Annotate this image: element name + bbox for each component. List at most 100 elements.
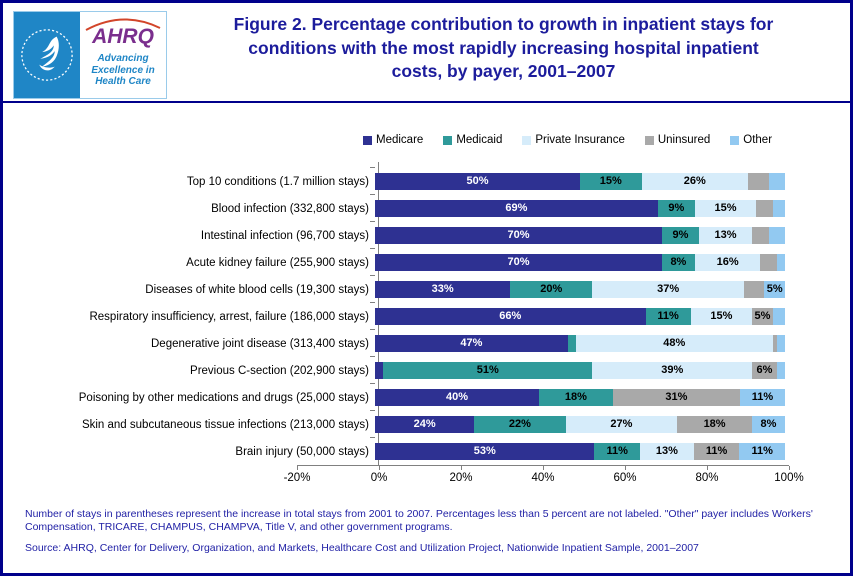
legend-item: Uninsured <box>644 134 710 146</box>
bar-segment: 69% <box>375 200 658 217</box>
bar-segment <box>768 227 785 244</box>
x-axis-tick-label: -20% <box>283 472 311 484</box>
segment-value-label: 8% <box>760 418 777 430</box>
bar-track: 50% 15% 26% <box>370 167 785 190</box>
segment-value-label: 26% <box>683 175 706 187</box>
segment-value-label: 24% <box>413 418 436 430</box>
segment-value-label: 9% <box>668 202 685 214</box>
bar-segment: 51% <box>383 362 593 379</box>
segment-value-label: 50% <box>466 175 489 187</box>
bar-segment: 47% <box>375 335 568 352</box>
bar-segment <box>748 173 769 190</box>
ahrq-logo: AHRQ Advancing Excellence in Health Care <box>13 11 167 99</box>
segment-value-label: 51% <box>476 364 499 376</box>
segment-value-label: 20% <box>540 283 563 295</box>
x-axis-tick <box>297 466 298 470</box>
legend-item: Medicaid <box>443 134 502 146</box>
segment-value-label: 15% <box>714 202 737 214</box>
segment-value-label: 47% <box>460 337 483 349</box>
legend-swatch-icon <box>443 135 453 145</box>
bar-track: 51% 39% 6% <box>370 356 785 379</box>
figure-title-text: Figure 2. Percentage contribution to gro… <box>233 14 774 82</box>
stacked-bar-chart: Medicare Medicaid Private Insurance Uninsur… <box>3 133 850 490</box>
category-label: Intestinal infection (96,700 stays) <box>200 229 369 242</box>
category-label: Previous C-section (202,900 stays) <box>190 364 369 377</box>
bar-segment <box>375 362 384 379</box>
bar-segment: 18% <box>677 416 752 433</box>
bar-segment: 5% <box>764 281 785 298</box>
segment-value-label: 31% <box>665 391 688 403</box>
segment-value-label: 13% <box>655 445 678 457</box>
bar-segment: 37% <box>592 281 744 298</box>
x-axis-tick-label: 20% <box>449 472 473 484</box>
bar-segment: 18% <box>539 389 613 406</box>
bar-segment <box>772 308 785 325</box>
category-label: Brain injury (50,000 stays) <box>235 445 369 458</box>
x-axis-tick-label: 80% <box>695 472 719 484</box>
x-axis-tick-label: 100% <box>774 472 804 484</box>
bar-segment: 40% <box>375 389 539 406</box>
x-axis-tick <box>379 466 380 470</box>
legend-item: Private Insurance <box>522 134 625 146</box>
segment-value-label: 5% <box>754 310 771 322</box>
bar-track: 69% 9% 15% <box>370 194 785 217</box>
legend-swatch-icon <box>730 135 740 145</box>
chart-row: Degenerative joint disease (313,400 stay… <box>3 329 850 357</box>
segment-value-label: 48% <box>663 337 686 349</box>
segment-value-label: 53% <box>473 445 496 457</box>
x-axis-tick <box>543 466 544 470</box>
source-text: Source: AHRQ, Center for Delivery, Organ… <box>25 542 699 555</box>
segment-value-label: 11% <box>657 310 679 322</box>
bar-segment <box>743 281 765 298</box>
category-label: Poisoning by other medications and drugs… <box>78 391 369 404</box>
bar-segment: 22% <box>474 416 566 433</box>
chart-row: Previous C-section (202,900 stays) 51% 39%… <box>3 356 850 384</box>
segment-value-label: 5% <box>766 283 783 295</box>
bar-segment: 50% <box>375 173 580 190</box>
segment-value-label: 15% <box>710 310 733 322</box>
segment-value-label: 11% <box>751 445 773 457</box>
legend-item: Medicare <box>363 134 423 146</box>
bar-track: 47% 48% <box>370 329 785 352</box>
ahrq-tagline: Advancing Excellence in Health Care <box>91 53 155 87</box>
bar-segment: 20% <box>510 281 593 298</box>
bar-segment <box>776 254 785 271</box>
segment-value-label: 8% <box>670 256 687 268</box>
chart-row: Respiratory insufficiency, arrest, failu… <box>3 302 850 330</box>
segment-value-label: 69% <box>505 202 528 214</box>
bar-segment <box>756 200 773 217</box>
legend-swatch-icon <box>363 135 372 145</box>
chart-row: Acute kidney failure (255,900 stays) 70% 8… <box>3 248 850 276</box>
chart-rows: Top 10 conditions (1.7 million stays) 50%… <box>3 162 850 465</box>
bar-segment <box>752 227 769 244</box>
bar-segment: 11% <box>739 389 785 406</box>
bar-segment: 53% <box>375 443 595 460</box>
category-label: Respiratory insufficiency, arrest, failu… <box>89 310 369 323</box>
hhs-eagle-icon <box>21 29 73 81</box>
segment-value-label: 22% <box>508 418 531 430</box>
legend-swatch-icon <box>644 135 654 145</box>
chart-row: Top 10 conditions (1.7 million stays) 50%… <box>3 167 850 195</box>
x-axis: -20% 0% 20% 40% 60% 80% 100% <box>284 465 804 490</box>
segment-value-label: 11% <box>705 445 728 457</box>
segment-value-label: 27% <box>610 418 633 430</box>
bar-segment <box>776 362 785 379</box>
bar-segment: 13% <box>698 227 753 244</box>
category-label: Diseases of white blood cells (19,300 st… <box>145 283 369 296</box>
category-label: Top 10 conditions (1.7 million stays) <box>186 175 369 188</box>
bar-segment: 33% <box>375 281 511 298</box>
category-label: Degenerative joint disease (313,400 stay… <box>151 337 369 350</box>
bar-segment: 11% <box>693 443 740 460</box>
x-axis-tick-label: 0% <box>370 472 388 484</box>
chart-row: Blood infection (332,800 stays) 69% 9% 15% <box>3 194 850 222</box>
bar-segment: 27% <box>565 416 678 433</box>
segment-value-label: 70% <box>507 229 530 241</box>
bar-segment: 66% <box>375 308 646 325</box>
legend-label: Medicare <box>376 134 424 146</box>
chart-row: Skin and subcutaneous tissue infections … <box>3 410 850 438</box>
bar-segment: 39% <box>592 362 753 379</box>
bar-segment: 31% <box>612 389 740 406</box>
category-label: Acute kidney failure (255,900 stays) <box>186 256 369 269</box>
bar-segment: 24% <box>375 416 475 433</box>
ahrq-logo-text: AHRQ Advancing Excellence in Health Care <box>80 12 166 98</box>
